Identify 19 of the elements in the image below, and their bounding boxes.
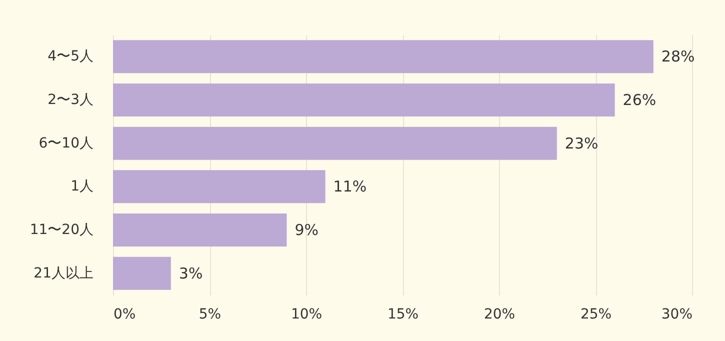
x-tick-label: 0% — [114, 306, 136, 322]
x-tick-label: 20% — [484, 306, 516, 322]
data-label: 23% — [564, 134, 598, 152]
x-tick-label: 15% — [387, 306, 419, 322]
x-tick-label: 30% — [661, 306, 692, 322]
y-tick-label: 2〜3人 — [48, 92, 94, 108]
data-label: 26% — [622, 91, 656, 109]
data-label: 3% — [178, 264, 203, 282]
y-tick-label: 1人 — [70, 178, 94, 195]
y-tick-label: 6〜10人 — [38, 135, 94, 152]
data-label: 28% — [661, 48, 695, 66]
y-tick-label: 11〜20人 — [30, 222, 94, 238]
y-tick-label: 4〜5人 — [48, 48, 94, 65]
x-tick-label: 5% — [198, 306, 222, 322]
data-label: 9% — [294, 221, 318, 239]
x-tick-label: 25% — [580, 306, 612, 322]
y-tick-label: 21人以上 — [34, 265, 94, 282]
data-label: 11% — [333, 178, 367, 196]
x-tick-label: 10% — [290, 306, 322, 322]
